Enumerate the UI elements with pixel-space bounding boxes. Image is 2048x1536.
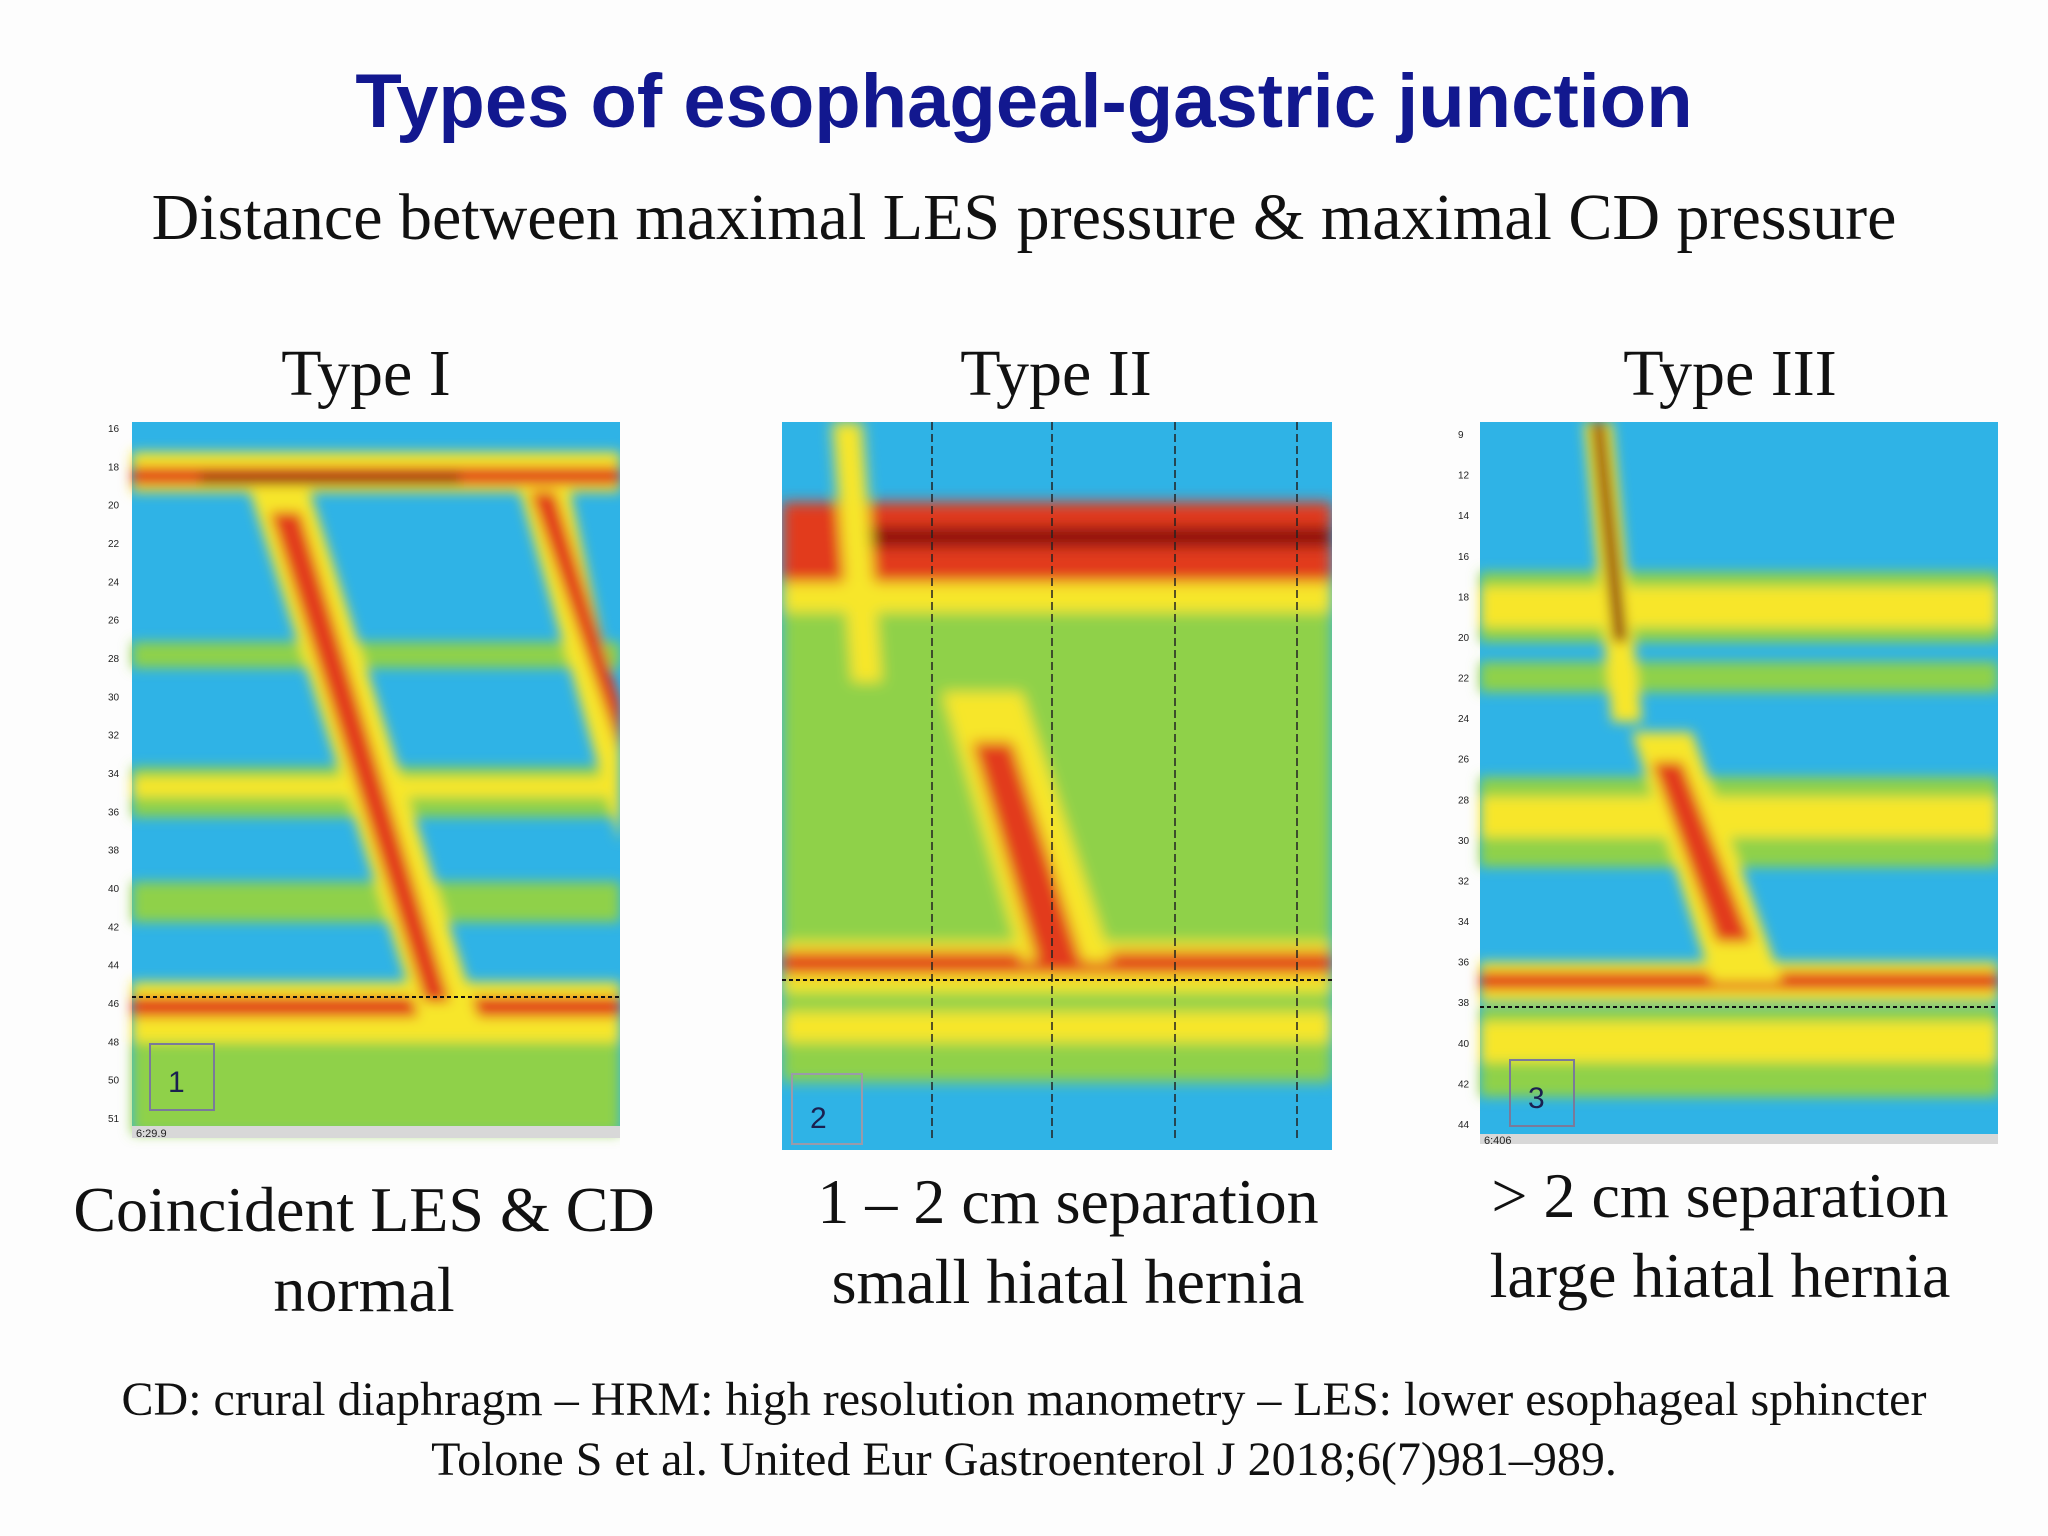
- hrm-plot-type-3: 3 6:406 9 12 14 16 18 20 22 24 26 28 30 32 34 36 38 40 4…: [1452, 422, 1998, 1150]
- axis-tick-label: 34: [1458, 917, 1470, 928]
- type-3-caption: > 2 cm separation large hiatal hernia: [1420, 1156, 2020, 1316]
- panel-3-axis: 9 12 14 16 18 20 22 24 26 28 30 32 34 36 38 40 42 44: [1458, 430, 1470, 1131]
- panel-3-badge: 3: [1528, 1082, 1545, 1115]
- axis-tick-label: 22: [108, 539, 120, 550]
- axis-tick-label: 24: [1458, 714, 1470, 725]
- axis-tick-label: 20: [1458, 633, 1470, 644]
- axis-tick-label: 44: [1458, 1120, 1470, 1131]
- axis-tick-label: 18: [108, 462, 120, 473]
- axis-tick-label: 32: [108, 731, 120, 742]
- axis-tick-label: 16: [1458, 552, 1470, 563]
- axis-tick-label: 30: [108, 692, 120, 703]
- axis-tick-label: 40: [108, 884, 120, 895]
- hrm-plot-type-2: 2: [782, 422, 1332, 1150]
- slide-title: Types of esophageal-gastric junction: [355, 59, 1693, 144]
- type-1-caption-line1: Coincident LES & CD: [73, 1174, 655, 1245]
- axis-tick-label: 28: [108, 654, 120, 665]
- type-2-caption-line2: small hiatal hernia: [831, 1246, 1305, 1317]
- axis-tick-label: 48: [108, 1037, 120, 1048]
- type-3-caption-line2: large hiatal hernia: [1489, 1240, 1951, 1311]
- type-1-caption: Coincident LES & CD normal: [64, 1170, 664, 1330]
- axis-tick-label: 12: [1458, 471, 1470, 482]
- axis-tick-label: 38: [108, 846, 120, 857]
- axis-tick-label: 9: [1458, 430, 1464, 441]
- axis-tick-label: 36: [1458, 958, 1470, 969]
- axis-tick-label: 22: [1458, 674, 1470, 685]
- axis-tick-label: 38: [1458, 998, 1470, 1009]
- abbreviations-note: CD: crural diaphragm – HRM: high resolut…: [121, 1373, 1927, 1426]
- axis-tick-label: 30: [1458, 836, 1470, 847]
- axis-tick-label: 34: [108, 769, 120, 780]
- axis-tick-label: 51: [108, 1114, 120, 1125]
- citation: Tolone S et al. United Eur Gastroenterol…: [431, 1433, 1617, 1486]
- panel-2-badge: 2: [810, 1102, 827, 1135]
- pressure-topography-3: [1480, 422, 1998, 1144]
- axis-tick-label: 16: [108, 424, 120, 435]
- axis-tick-label: 24: [108, 577, 120, 588]
- axis-tick-label: 42: [108, 922, 120, 933]
- axis-tick-label: 26: [1458, 755, 1470, 766]
- panel-3-time: 6:406: [1484, 1135, 1512, 1147]
- axis-tick-label: 46: [108, 999, 120, 1010]
- axis-tick-label: 28: [1458, 795, 1470, 806]
- type-3-caption-line1: > 2 cm separation: [1491, 1160, 1949, 1231]
- axis-tick-label: 18: [1458, 592, 1470, 603]
- type-2-caption-line1: 1 – 2 cm separation: [817, 1166, 1319, 1237]
- type-2-caption: 1 – 2 cm separation small hiatal hernia: [768, 1162, 1368, 1322]
- slide-subtitle: Distance between maximal LES pressure & …: [151, 181, 1897, 254]
- hrm-plot-type-1: 1 6:29.9 16 18 20 22 24 26 28 30 32 34 36 38 40 42 44 4…: [100, 422, 620, 1150]
- pressure-topography-2: [782, 422, 1332, 1145]
- axis-tick-label: 14: [1458, 511, 1470, 522]
- axis-tick-label: 42: [1458, 1079, 1470, 1090]
- type-2-label: Type II: [960, 337, 1152, 410]
- panel-1-badge: 1: [168, 1066, 185, 1099]
- pressure-topography-1: [132, 422, 620, 1138]
- axis-tick-label: 40: [1458, 1039, 1470, 1050]
- axis-tick-label: 20: [108, 501, 120, 512]
- type-3-label: Type III: [1623, 337, 1837, 410]
- axis-tick-label: 32: [1458, 876, 1470, 887]
- axis-tick-label: 50: [108, 1076, 120, 1087]
- axis-tick-label: 44: [108, 961, 120, 972]
- panel-1-axis: 16 18 20 22 24 26 28 30 32 34 36 38 40 42 44 46 48 50 51: [108, 424, 120, 1125]
- axis-tick-label: 26: [108, 616, 120, 627]
- panel-1-time: 6:29.9: [136, 1128, 167, 1140]
- type-1-label: Type I: [281, 337, 451, 410]
- axis-tick-label: 36: [108, 807, 120, 818]
- type-1-caption-line2: normal: [273, 1254, 455, 1325]
